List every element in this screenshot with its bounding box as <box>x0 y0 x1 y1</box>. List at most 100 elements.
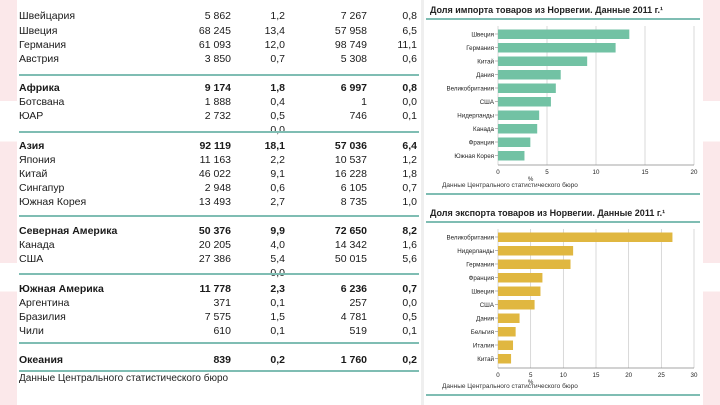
cell-value: 9 174 <box>204 82 231 94</box>
export-category-label: Франция <box>469 275 494 282</box>
table-row: Германия 61 093 12,0 98 749 11,1 <box>17 39 421 52</box>
cell-value: 1,2 <box>402 154 417 166</box>
cell-value: 0,1 <box>402 325 417 337</box>
cell-value: 16 228 <box>334 168 367 180</box>
export-category-label: США <box>480 302 495 309</box>
cell-value: 0,5 <box>270 110 285 122</box>
cell-value: 3 850 <box>204 53 231 65</box>
import-bar <box>498 137 531 147</box>
cell-country: Чили <box>19 325 44 337</box>
export-tick-label: 20 <box>625 372 632 379</box>
export-category-label: Италия <box>473 343 494 350</box>
cell-value: 1,6 <box>402 239 417 251</box>
import-category-label: Германия <box>466 45 494 52</box>
cell-value: 4 781 <box>340 311 367 323</box>
cell-value: 0,0 <box>402 297 417 309</box>
cell-country: Австрия <box>19 53 59 65</box>
import-tick-label: 5 <box>545 169 549 176</box>
cell-country: Канада <box>19 239 55 251</box>
cell-country: Китай <box>19 168 48 180</box>
cell-value: 0,7 <box>270 53 285 65</box>
table-row: Сингапур 2 948 0,6 6 105 0,7 <box>17 182 421 195</box>
import-category-label: Дания <box>476 72 494 79</box>
export-chart-title: Доля экспорта товаров из Норвегии. Данны… <box>430 208 666 218</box>
import-bar <box>498 70 561 80</box>
import-bar <box>498 97 551 107</box>
table-row: Австрия 3 850 0,7 5 308 0,6 <box>17 53 421 66</box>
export-bar <box>498 273 543 283</box>
cell-value: 7 267 <box>340 10 367 22</box>
cell-value: 1,8 <box>402 168 417 180</box>
cell-country: США <box>19 253 44 265</box>
cell-value: 13 493 <box>198 196 231 208</box>
cell-value: 8 735 <box>340 196 367 208</box>
cell-value: 0,8 <box>402 10 417 22</box>
cell-value: 5 862 <box>204 10 231 22</box>
cell-value: 2,7 <box>270 196 285 208</box>
cell-value: 4,0 <box>270 239 285 251</box>
table-group-row: Южная Америка 11 778 2,3 6 236 0,7 <box>17 283 421 296</box>
cell-value: 0,1 <box>270 325 285 337</box>
cell-value: 0,1 <box>402 110 417 122</box>
export-tick-label: 30 <box>691 372 698 379</box>
cell-value: 610 <box>213 325 231 337</box>
cell-value: 6 105 <box>340 182 367 194</box>
cell-value: 46 022 <box>198 168 231 180</box>
table-row: США 27 386 5,4 50 015 5,6 <box>17 253 421 266</box>
cell-value: 6 236 <box>340 283 367 295</box>
export-tick-label: 15 <box>593 372 600 379</box>
export-chart-plot: Великобритания Нидерланды Германия Франция Ш… <box>446 229 698 385</box>
cell-value: 6,5 <box>402 25 417 37</box>
import-chart-bottom-rule <box>426 193 700 195</box>
cell-value: 0,0 <box>402 96 417 108</box>
import-bar <box>498 124 538 134</box>
cell-value: 2 732 <box>204 110 231 122</box>
export-bar <box>498 313 520 323</box>
cell-country: Южная Америка <box>19 283 104 295</box>
export-bar <box>498 246 574 256</box>
cell-value: 20 205 <box>198 239 231 251</box>
group-separator <box>19 131 419 133</box>
import-category-label: Южная Корея <box>454 153 494 160</box>
export-bar <box>498 327 516 337</box>
cell-country: Южная Корея <box>19 196 87 208</box>
table-row: Китай 46 022 9,1 16 228 1,8 <box>17 168 421 181</box>
cell-country: ЮАР <box>19 110 44 122</box>
import-chart-plot: Швеция Германия Китай Дания Великобритания СШ… <box>446 26 698 182</box>
export-bar <box>498 232 673 242</box>
import-chart: Доля импорта товаров из Норвегии. Данные… <box>426 0 700 200</box>
cell-country: Япония <box>19 154 56 166</box>
cell-country: Сингапур <box>19 182 65 194</box>
cell-value: 1,0 <box>402 196 417 208</box>
cell-value: 98 749 <box>334 39 367 51</box>
cell-value: 72 650 <box>334 225 367 237</box>
group-separator <box>19 215 419 217</box>
cell-value: 0,2 <box>270 354 285 366</box>
cell-country: Океания <box>19 354 64 366</box>
table-row: Швейцария 5 862 1,2 7 267 0,8 <box>17 10 421 23</box>
right-decor-stripe <box>703 0 720 405</box>
cell-value: 9,1 <box>270 168 285 180</box>
export-bar <box>498 340 514 350</box>
cell-country: Швейцария <box>19 10 76 22</box>
import-chart-top-rule <box>426 18 700 20</box>
cell-value: 0,4 <box>270 96 285 108</box>
export-category-label: Великобритания <box>446 235 494 242</box>
export-category-label: Германия <box>466 262 494 269</box>
cell-value: 6,4 <box>402 140 417 152</box>
import-bar <box>498 151 525 161</box>
export-category-label: Нидерланды <box>457 248 494 255</box>
table-row: Аргентина 371 0,1 257 0,0 <box>17 297 421 310</box>
cell-value: 11 778 <box>199 283 231 295</box>
table-row: Бразилия 7 575 1,5 4 781 0,5 <box>17 311 421 324</box>
import-bar <box>498 83 556 93</box>
import-category-label: США <box>480 99 495 106</box>
cell-value: 0,6 <box>402 53 417 65</box>
cell-value: 50 015 <box>334 253 367 265</box>
cell-value: 14 342 <box>334 239 367 251</box>
export-tick-label: 10 <box>560 372 567 379</box>
import-category-label: Канада <box>473 126 495 133</box>
cell-value: 8,2 <box>402 225 417 237</box>
import-tick-label: 0 <box>496 169 500 176</box>
export-tick-label: 0 <box>496 372 500 379</box>
